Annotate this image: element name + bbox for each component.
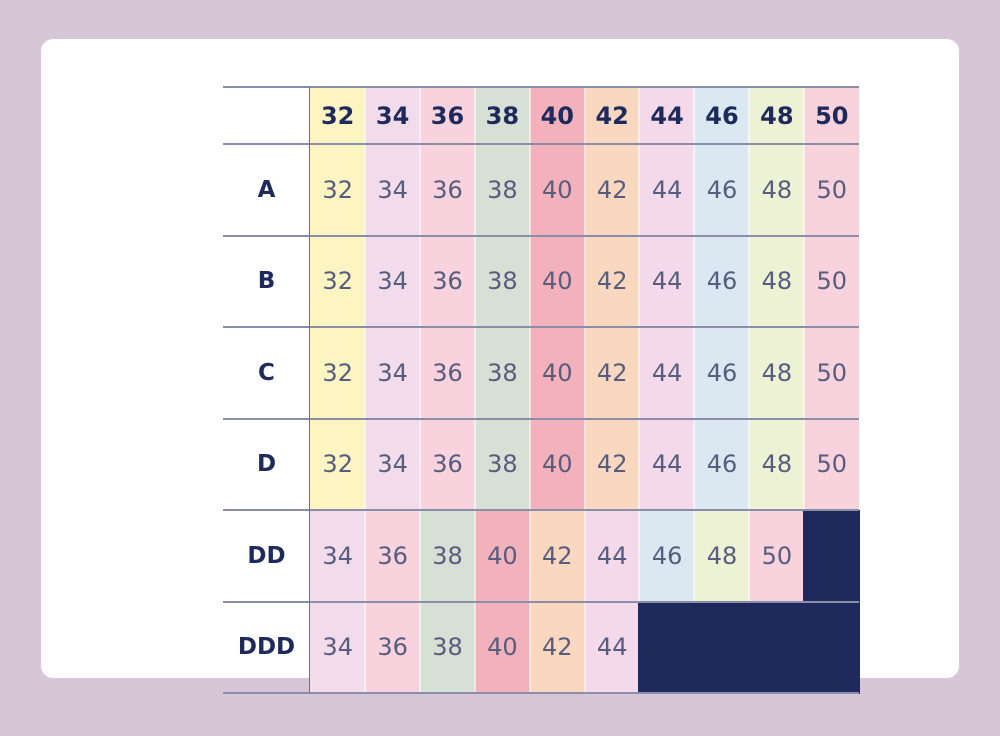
row-label: DD: [247, 542, 286, 569]
table-cell: 48: [749, 418, 805, 510]
table-cell: 44: [639, 327, 695, 419]
column-header: 44: [639, 87, 695, 144]
table-cell: 34: [310, 510, 366, 602]
table-cell: 42: [529, 510, 585, 602]
column-separator: [748, 87, 751, 693]
column-header: 50: [804, 87, 860, 144]
table-cell: 36: [419, 144, 476, 236]
table-cell: 46: [694, 235, 750, 327]
table-cell: 50: [804, 327, 860, 419]
column-divider: [309, 87, 310, 693]
table-cell: 42: [584, 235, 640, 327]
table-cell: 32: [310, 235, 366, 327]
row-divider: [223, 692, 859, 694]
table-cell: 46: [694, 418, 750, 510]
table-cell: 50: [804, 235, 860, 327]
column-header: 32: [310, 87, 366, 144]
table-cell: 38: [474, 418, 531, 510]
column-separator: [638, 87, 641, 693]
table-cell: 48: [749, 327, 805, 419]
table-cell: 40: [474, 510, 531, 602]
column-separator: [803, 87, 806, 693]
table-cell: 44: [639, 418, 695, 510]
table-cell: 50: [804, 144, 860, 236]
empty-cell: [693, 601, 751, 694]
column-header: 46: [694, 87, 750, 144]
table-cell: 50: [804, 418, 860, 510]
table-cell: 38: [474, 327, 531, 419]
column-separator: [418, 87, 421, 693]
table-cell: 46: [639, 510, 695, 602]
table-cell: 40: [529, 144, 585, 236]
row-divider: [223, 326, 859, 328]
table-cell: 38: [419, 510, 476, 602]
row-divider: [223, 86, 859, 88]
table-cell: 44: [639, 144, 695, 236]
table-cell: 34: [364, 327, 421, 419]
row-divider: [223, 417, 859, 420]
table-cell: 36: [419, 235, 476, 327]
column-header: 38: [474, 87, 531, 144]
empty-cell: [748, 601, 806, 694]
column-separator: [583, 87, 586, 693]
row-divider: [223, 600, 859, 603]
table-cell: 32: [310, 144, 366, 236]
table-cell: 48: [694, 510, 750, 602]
empty-cell: [638, 601, 696, 694]
table-cell: 36: [419, 418, 476, 510]
table-cell: 40: [529, 327, 585, 419]
table-cell: 36: [364, 601, 421, 693]
table-cell: 34: [364, 235, 421, 327]
table-cell: 46: [694, 327, 750, 419]
column-header: 40: [529, 87, 585, 144]
table-cell: 50: [749, 510, 805, 602]
column-header: 36: [419, 87, 476, 144]
row-divider: [223, 509, 859, 511]
empty-cell: [803, 510, 860, 603]
table-cell: 42: [584, 144, 640, 236]
size-chart-table: 32 34 36 38 40 42 44 46 48 50 A 32 34 36 38 40 42 44 46 48 5…: [223, 86, 860, 694]
row-divider: [223, 234, 859, 237]
table-cell: 40: [529, 418, 585, 510]
column-header: 48: [749, 87, 805, 144]
table-cell: 38: [474, 235, 531, 327]
column-separator: [363, 87, 366, 693]
table-cell: 36: [364, 510, 421, 602]
column-separator: [528, 87, 531, 693]
table-cell: 42: [584, 327, 640, 419]
table-cell: 38: [474, 144, 531, 236]
row-label: C: [258, 359, 275, 386]
table-cell: 40: [474, 601, 531, 693]
column-separator: [473, 87, 476, 693]
column-header: 42: [584, 87, 640, 144]
empty-cell: [803, 601, 860, 694]
table-cell: 48: [749, 235, 805, 327]
table-cell: 34: [364, 418, 421, 510]
table-cell: 40: [529, 235, 585, 327]
card: 32 34 36 38 40 42 44 46 48 50 A 32 34 36 38 40 42 44 46 48 5…: [41, 39, 959, 694]
row-label: A: [257, 176, 276, 203]
table-cell: 44: [639, 235, 695, 327]
row-label: D: [256, 451, 277, 478]
table-cell: 34: [364, 144, 421, 236]
row-label: DDD: [237, 634, 296, 661]
column-separator: [693, 87, 696, 693]
table-cell: 42: [584, 418, 640, 510]
table-cell: 36: [419, 327, 476, 419]
table-cell: 46: [694, 144, 750, 236]
table-cell: 34: [310, 601, 366, 693]
table-cell: 44: [584, 510, 640, 602]
table-cell: 42: [529, 601, 585, 693]
table-cell: 32: [310, 418, 366, 510]
row-divider: [223, 143, 859, 145]
table-cell: 38: [419, 601, 476, 693]
table-cell: 48: [749, 144, 805, 236]
row-label: B: [257, 268, 276, 295]
table-cell: 44: [584, 601, 640, 693]
table-cell: 32: [310, 327, 366, 419]
column-header: 34: [364, 87, 421, 144]
